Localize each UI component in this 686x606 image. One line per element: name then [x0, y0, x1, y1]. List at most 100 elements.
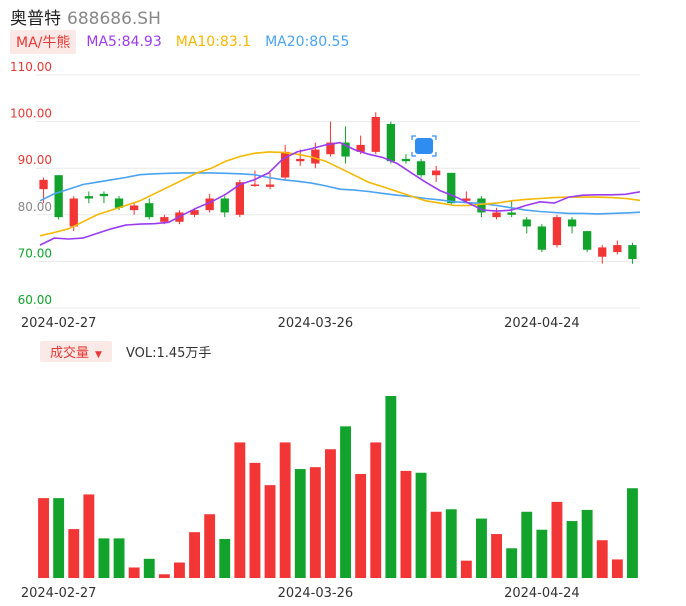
volume-legend: 成交量 ▼ VOL:1.45万手 [40, 340, 212, 362]
candle-body [296, 158, 305, 162]
candle-body [628, 245, 637, 260]
volume-bar [83, 494, 95, 578]
candle-body [401, 158, 411, 162]
ma5-label: MA5:84.93 [86, 34, 162, 50]
candle-body [145, 203, 154, 218]
volume-toggle-button[interactable]: 成交量 ▼ [40, 340, 112, 362]
volume-bar [204, 514, 216, 578]
volume-bar [279, 442, 291, 578]
candle-body [507, 212, 516, 215]
volume-bar [445, 509, 457, 578]
volume-bar [234, 442, 246, 578]
volume-toggle-label: 成交量 [50, 345, 90, 361]
volume-value: VOL:1.45万手 [125, 345, 212, 361]
candle-body [84, 196, 94, 199]
candle-body [582, 231, 592, 250]
candle-body [567, 219, 577, 227]
candle-body [326, 142, 335, 155]
candle-body [69, 198, 78, 227]
volume-bar [189, 532, 200, 578]
candle-body [447, 172, 456, 204]
y-tick-label: 90.00 [18, 153, 52, 167]
volume-bar [430, 511, 442, 578]
y-tick-label: 110.00 [10, 60, 52, 74]
candle-body [311, 149, 320, 164]
volume-bar [325, 449, 336, 578]
candle-body [39, 179, 48, 190]
candle-body [129, 205, 139, 211]
ma10-line [39, 151, 641, 237]
candle-body [220, 198, 229, 213]
candle-body [205, 198, 214, 211]
volume-bar [294, 469, 306, 578]
volume-bar [627, 488, 638, 578]
marker-corner-icon [411, 135, 437, 157]
volume-bar [551, 501, 563, 578]
volume-bar [460, 560, 472, 578]
y-tick-label: 60.00 [18, 293, 52, 307]
y-tick-label: 80.00 [18, 200, 52, 214]
volume-bar [340, 426, 351, 578]
volume-bar [38, 498, 49, 578]
volume-bar [249, 462, 261, 578]
volume-bar [264, 485, 276, 578]
y-tick-label: 70.00 [18, 246, 52, 260]
candle-body [537, 226, 547, 250]
volume-bar [385, 396, 397, 578]
volume-bar [521, 511, 533, 578]
ma20-label: MA20:80.55 [265, 34, 350, 50]
candle-body [462, 198, 471, 201]
candle-body [613, 245, 622, 253]
candle-body [235, 182, 245, 215]
candle-body [114, 198, 124, 208]
x-tick-label: 2024-03-26 [278, 586, 354, 601]
volume-bar [309, 467, 321, 578]
candle-body [522, 219, 531, 227]
volume-bar [174, 562, 185, 578]
candle-body [280, 151, 290, 178]
volume-chart: 2024-02-27 2024-03-26 2024-04-24 [21, 396, 638, 601]
caret-down-icon: ▼ [95, 349, 102, 360]
volume-bar [400, 470, 412, 578]
volume-bar [158, 574, 170, 578]
stock-name: 奥普特 [10, 9, 61, 29]
candle-body [190, 210, 199, 215]
volume-bar [491, 534, 502, 578]
volume-bar [581, 509, 593, 578]
volume-bar [219, 539, 231, 578]
volume-bar [566, 521, 578, 578]
candle-body [160, 217, 169, 222]
volume-bar [506, 548, 518, 578]
volume-bar [128, 567, 140, 578]
ma20-line [39, 172, 641, 215]
volume-bar [68, 529, 80, 578]
volume-bar [98, 538, 110, 578]
candle-body [250, 184, 260, 187]
volume-bar [415, 472, 427, 578]
candle-body [492, 212, 501, 218]
candle-body [54, 175, 63, 218]
volume-bar [370, 442, 382, 578]
ma-toggle-button[interactable]: MA/牛熊 [10, 30, 77, 54]
candle-body [477, 198, 486, 213]
candle-body [386, 123, 396, 162]
ma5-line [39, 141, 641, 246]
ma10-label: MA10:83.1 [175, 34, 252, 50]
ma-legend: MA/牛熊 MA5:84.93 MA10:83.1 MA20:80.55 [10, 30, 363, 54]
candlestick-chart: 110.00 100.00 90.00 80.00 70.00 60.00 2024-02-… [10, 60, 641, 331]
candle-body [431, 170, 441, 176]
stock-code: 688686.SH [67, 9, 161, 29]
candle-body [552, 217, 562, 246]
candle-body [99, 193, 109, 197]
volume-bar [596, 540, 608, 578]
volume-bar [143, 558, 155, 578]
x-tick-label: 2024-02-27 [21, 586, 97, 601]
candle-body [598, 247, 607, 257]
marker-badge-icon [415, 138, 433, 154]
candle-body [416, 161, 426, 176]
volume-bar [611, 559, 623, 578]
volume-bar [476, 518, 487, 578]
y-tick-label: 100.00 [10, 107, 52, 121]
x-tick-label: 2024-02-27 [21, 316, 97, 331]
volume-bar [355, 474, 367, 578]
